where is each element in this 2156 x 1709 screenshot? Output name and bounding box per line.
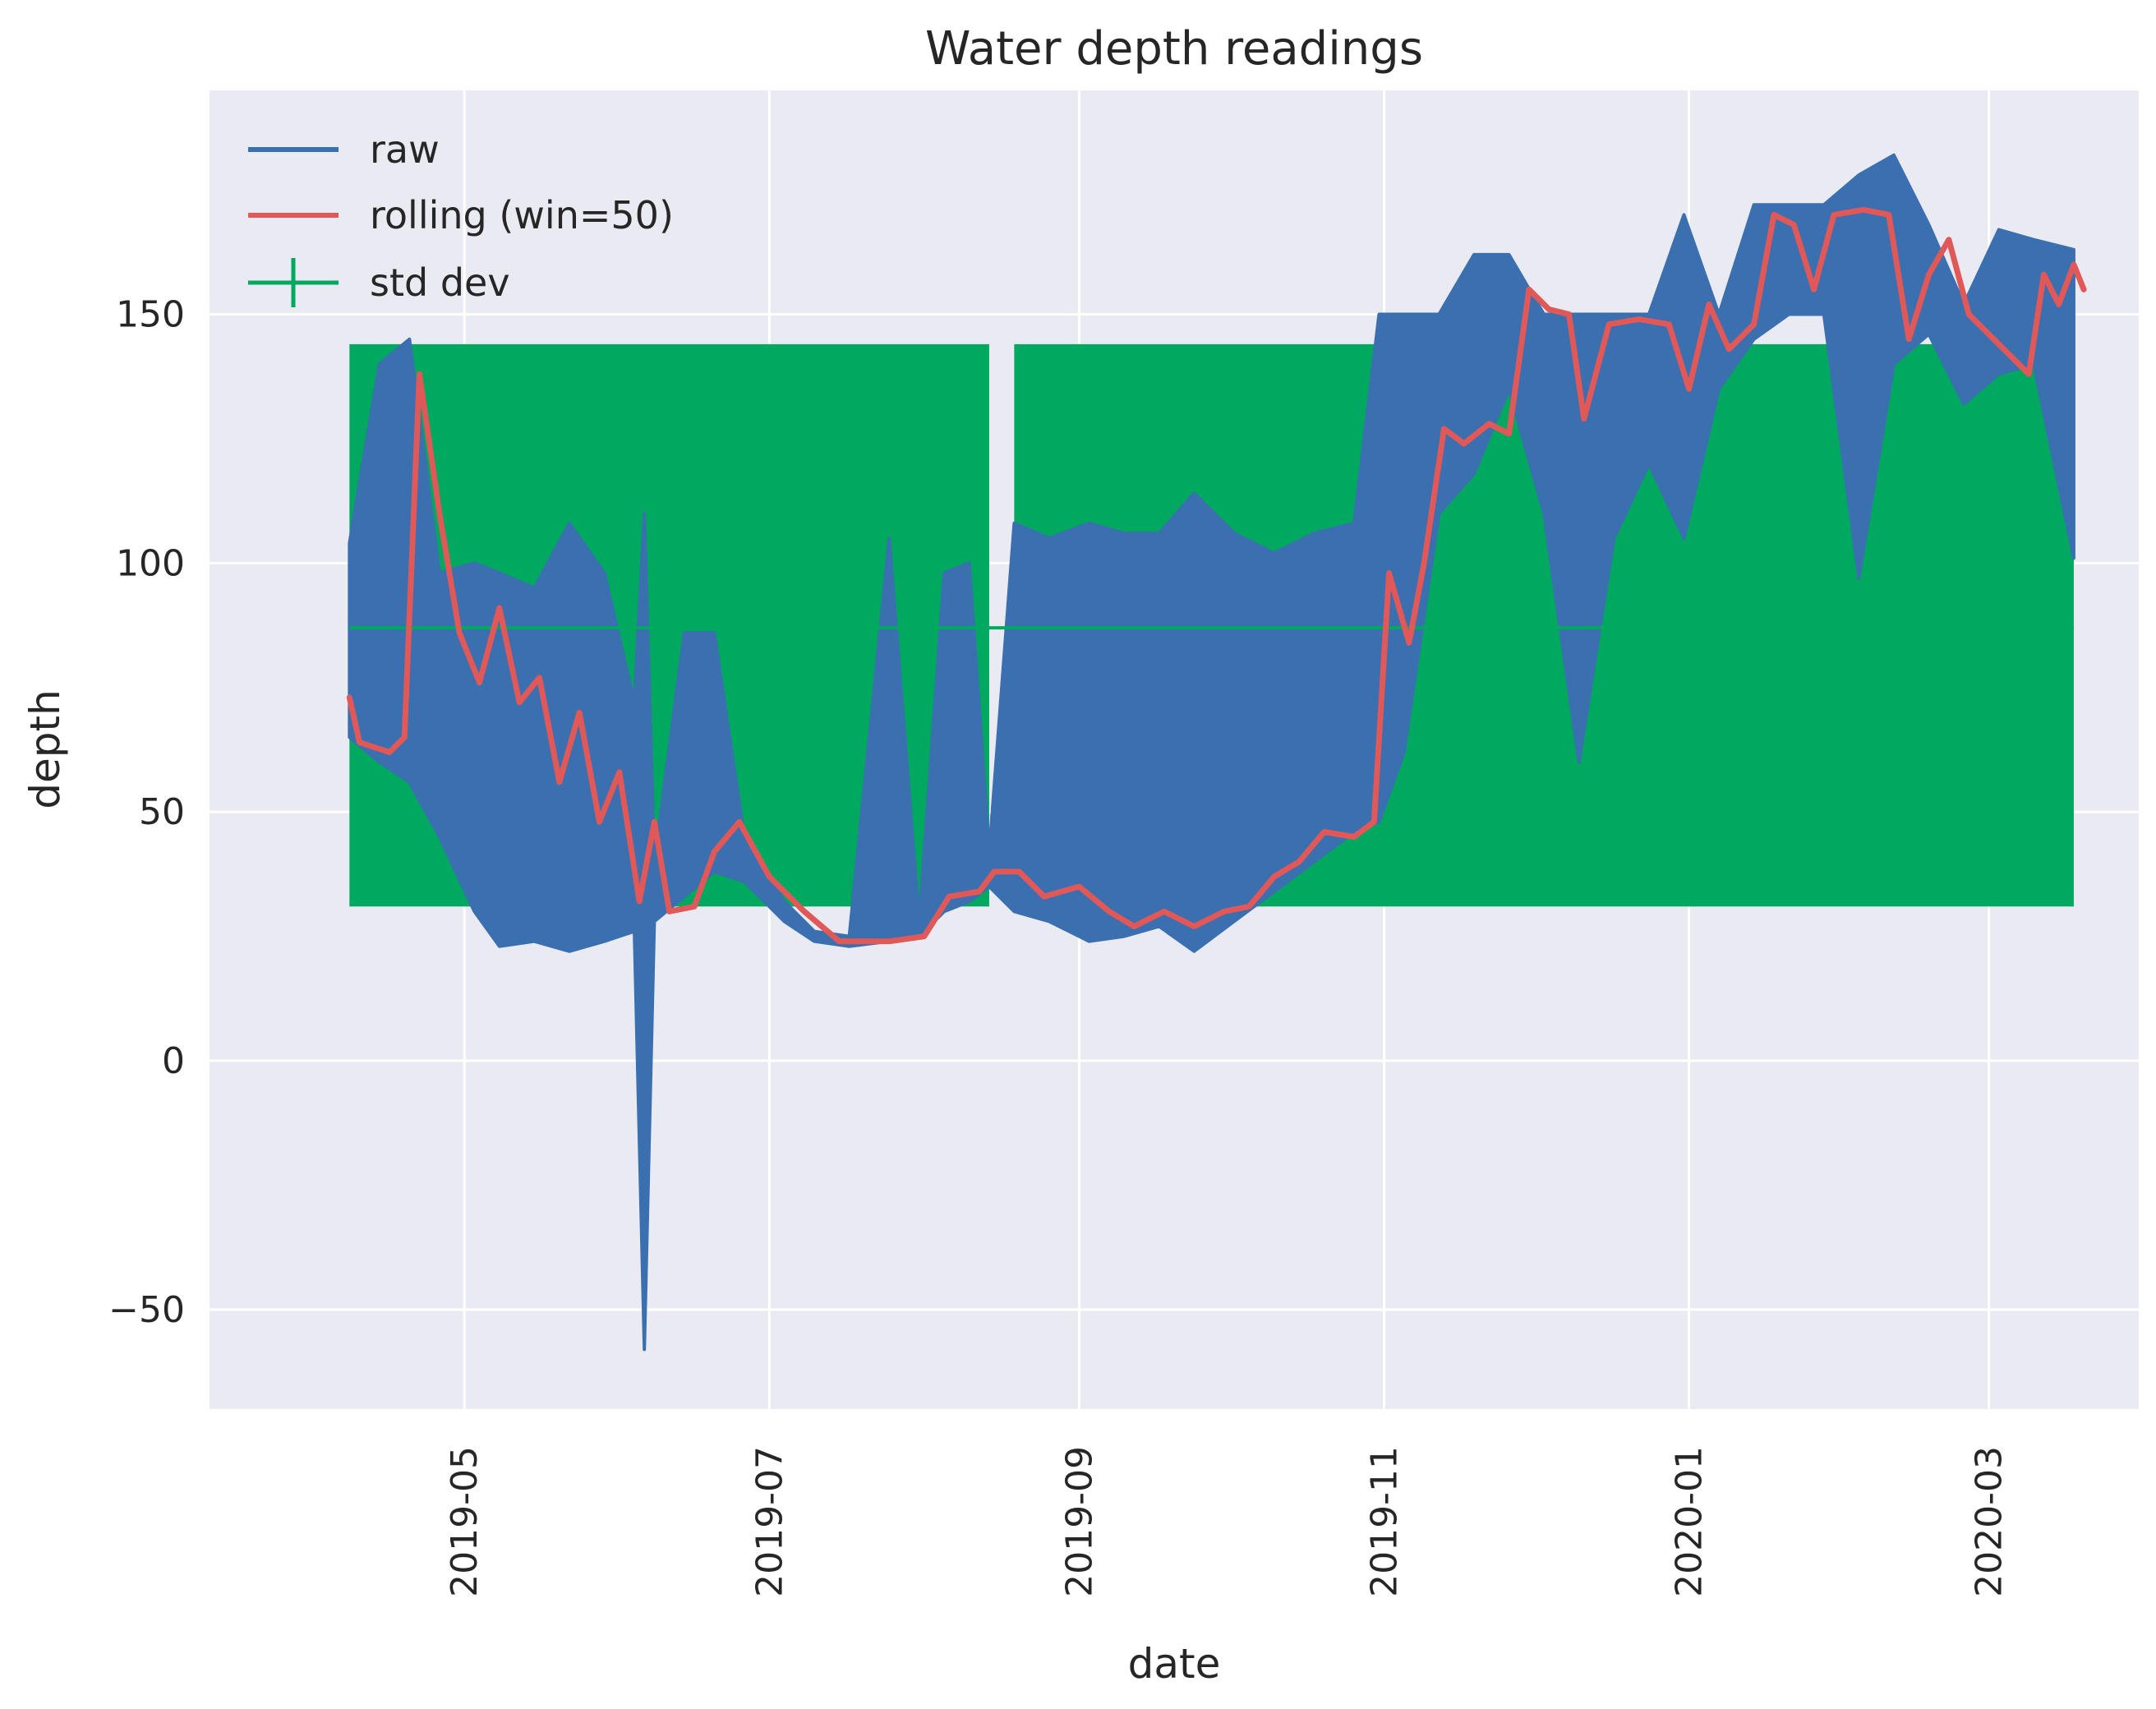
raw-series	[348, 153, 2075, 1352]
legend-std-label: std dev	[370, 260, 510, 305]
x-tick-label: 2019-11	[1363, 1446, 1405, 1597]
x-tick-label: 2019-09	[1058, 1446, 1100, 1597]
y-tick-label: 0	[162, 1040, 185, 1082]
x-tick-label: 2020-01	[1669, 1446, 1711, 1597]
x-tick-label: 2019-05	[444, 1446, 486, 1597]
y-tick-label: 50	[139, 791, 185, 833]
x-tick-label: 2019-07	[749, 1446, 790, 1597]
rolling-mean-line	[346, 206, 2087, 945]
y-tick-label: 150	[116, 294, 185, 336]
x-axis-label: date	[1128, 1640, 1221, 1688]
x-axis: 2019-05 2019-07 2019-09 2019-11 2020-01 2020-…	[444, 1446, 2010, 1597]
x-tick-label: 2020-03	[1969, 1446, 2011, 1597]
y-tick-label: 100	[116, 542, 185, 584]
legend: raw rolling (win=50) std dev	[248, 127, 674, 307]
y-axis: −50 0 50 100 150	[108, 294, 185, 1331]
legend-raw-label: raw	[370, 127, 440, 172]
legend-rolling-label: rolling (win=50)	[370, 193, 674, 237]
chart-title: Water depth readings	[925, 22, 1423, 76]
y-tick-label: −50	[108, 1289, 185, 1331]
y-axis-label: depth	[21, 689, 69, 809]
raw-range-envelope	[348, 153, 2075, 1352]
rolling-series	[346, 206, 2087, 945]
